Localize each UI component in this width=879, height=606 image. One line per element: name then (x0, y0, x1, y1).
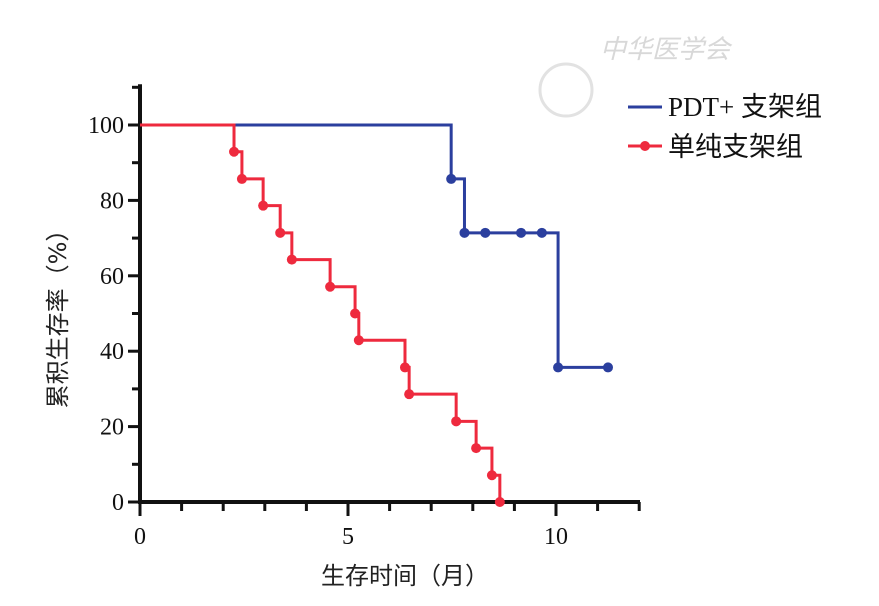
y-tick-label: 20 (100, 415, 124, 441)
series-group (140, 123, 613, 507)
y-tick-label: 80 (100, 188, 124, 214)
data-point (494, 497, 505, 507)
data-point (486, 470, 497, 481)
data-point (603, 362, 613, 373)
data-point (236, 173, 247, 184)
legend-marker-stent (640, 141, 650, 151)
data-point (451, 416, 462, 427)
y-tick-label: 40 (100, 339, 124, 365)
data-point (536, 227, 547, 238)
y-tick-label: 0 (112, 490, 124, 516)
data-point (229, 146, 240, 157)
watermark-seal-icon (538, 62, 594, 118)
data-point (275, 227, 286, 238)
data-point (553, 362, 564, 373)
series-line-1 (140, 123, 502, 502)
watermark: 中华医学会 (538, 35, 733, 118)
data-point (350, 308, 361, 319)
watermark-text: 中华医学会 (600, 35, 733, 65)
x-tick-label: 5 (342, 524, 354, 550)
data-point (353, 335, 364, 346)
series-line-0 (140, 123, 608, 369)
data-point (459, 227, 470, 238)
data-point (480, 227, 491, 238)
y-tick-label: 60 (100, 264, 124, 290)
data-point (446, 173, 457, 184)
legend-label-stent: 单纯支架组 (668, 132, 803, 162)
data-point (399, 362, 410, 373)
axes: 0 20 40 60 80 100 0 5 10 (88, 84, 641, 550)
data-point (471, 443, 482, 454)
y-axis-title: 累积生存率（%） (44, 218, 72, 409)
x-tick-label: 10 (544, 524, 568, 550)
legend: PDT+ 支架组 单纯支架组 (628, 92, 822, 162)
data-point (286, 254, 297, 265)
y-tick-label: 100 (88, 113, 124, 139)
data-point (258, 200, 269, 211)
data-point (516, 227, 527, 238)
legend-label-pdt: PDT+ 支架组 (668, 92, 822, 122)
x-tick-label: 0 (134, 524, 146, 550)
data-point (325, 281, 336, 292)
x-axis-title: 生存时间（月） (321, 562, 489, 590)
data-point (404, 389, 415, 400)
